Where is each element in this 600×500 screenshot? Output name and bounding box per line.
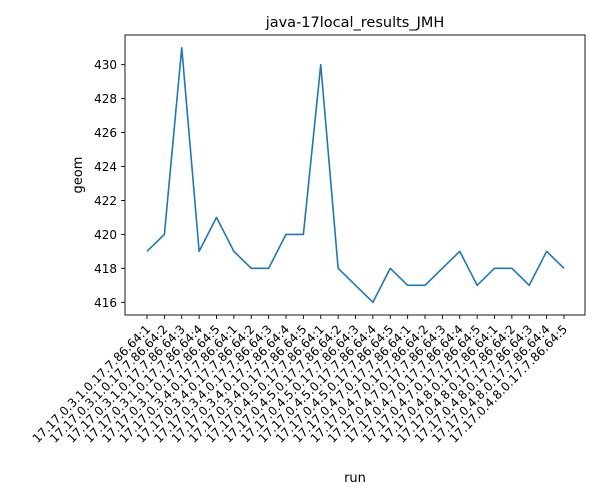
series-line [146,46,565,304]
y-tick-label: 430 [94,58,117,72]
x-axis-title: run [344,471,366,486]
y-tick-label: 428 [94,92,117,106]
y-tick-label: 422 [94,194,117,208]
chart-title: java-17local_results_JMH [265,15,445,31]
y-tick-label: 426 [94,126,117,140]
y-tick-label: 418 [94,262,117,276]
y-tick-label: 416 [94,296,117,310]
y-tick-label: 420 [94,228,117,242]
y-tick-label: 424 [94,160,117,174]
plot-frame [124,34,586,316]
y-axis-title: geom [71,157,86,194]
